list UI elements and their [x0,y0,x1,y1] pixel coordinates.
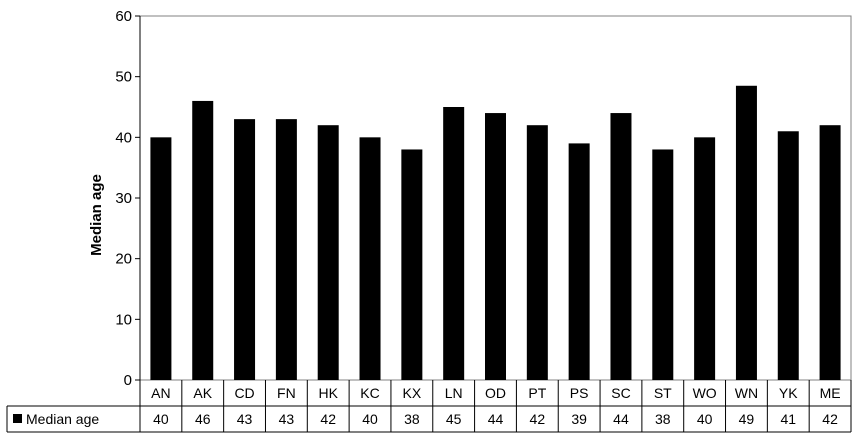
bar-od [485,113,506,381]
x-category-label: PT [528,385,546,401]
y-axis-title: Median age [88,174,105,256]
y-tick-label: 60 [115,8,132,25]
table-value-cell: 42 [320,411,336,427]
table-value-cell: 40 [153,411,169,427]
table-value-cell: 43 [279,411,295,427]
table-value-cell: 40 [697,411,713,427]
bar-pt [526,125,548,380]
y-tick-label: 50 [115,69,132,86]
bar-ln [443,107,465,380]
bar-hk [317,125,339,380]
y-tick-label: 10 [115,311,132,328]
y-tick-label: 20 [115,251,132,268]
table-value-cell: 46 [195,411,211,427]
x-category-label: ME [820,385,841,401]
y-tick-label: 40 [115,129,132,146]
x-category-label: WO [693,385,717,401]
bar-ps [568,143,590,380]
table-value-cell: 49 [739,411,755,427]
x-category-label: YK [779,385,798,401]
x-category-label: LN [445,385,463,401]
x-category-label: HK [318,385,338,401]
x-category-label: AN [151,385,170,401]
bar-me [819,125,841,380]
bar-cd [234,119,256,380]
bar-st [652,149,674,380]
table-value-cell: 44 [488,411,504,427]
table-value-cell: 38 [404,411,420,427]
x-category-label: SC [611,385,630,401]
bar-kx [401,149,423,380]
table-value-cell: 38 [655,411,671,427]
bar-an [150,137,172,380]
x-category-label: PS [570,385,589,401]
x-category-label: KX [403,385,422,401]
table-value-cell: 44 [613,411,629,427]
y-tick-label: 0 [124,372,132,389]
table-value-cell: 45 [446,411,462,427]
bar-fn [275,119,297,380]
y-tick-label: 30 [115,190,132,207]
table-value-cell: 41 [780,411,796,427]
x-category-label: FN [277,385,296,401]
x-category-label: KC [360,385,379,401]
table-value-cell: 42 [530,411,546,427]
series-row-label: Median age [26,411,99,427]
legend-swatch [13,414,22,423]
bar-yk [777,131,799,380]
x-category-label: CD [234,385,254,401]
x-category-label: ST [654,385,672,401]
bar-wn [735,85,757,381]
table-value-cell: 40 [362,411,378,427]
x-category-label: AK [193,385,212,401]
table-value-cell: 39 [571,411,587,427]
x-category-label: OD [485,385,506,401]
bar-ak [192,100,214,380]
y-axis: 0 10 20 30 40 50 60 [115,8,141,432]
bars [150,85,841,381]
table-value-cell: 43 [237,411,253,427]
bar-wo [694,137,716,380]
x-category-label: WN [735,385,758,401]
bar-sc [610,113,632,381]
table-value-cell: 42 [822,411,838,427]
bar-kc [359,137,381,380]
data-table: Median age AN AK CD FN HK KC KX LN OD PT PS SC ST WO W… [6,380,852,433]
